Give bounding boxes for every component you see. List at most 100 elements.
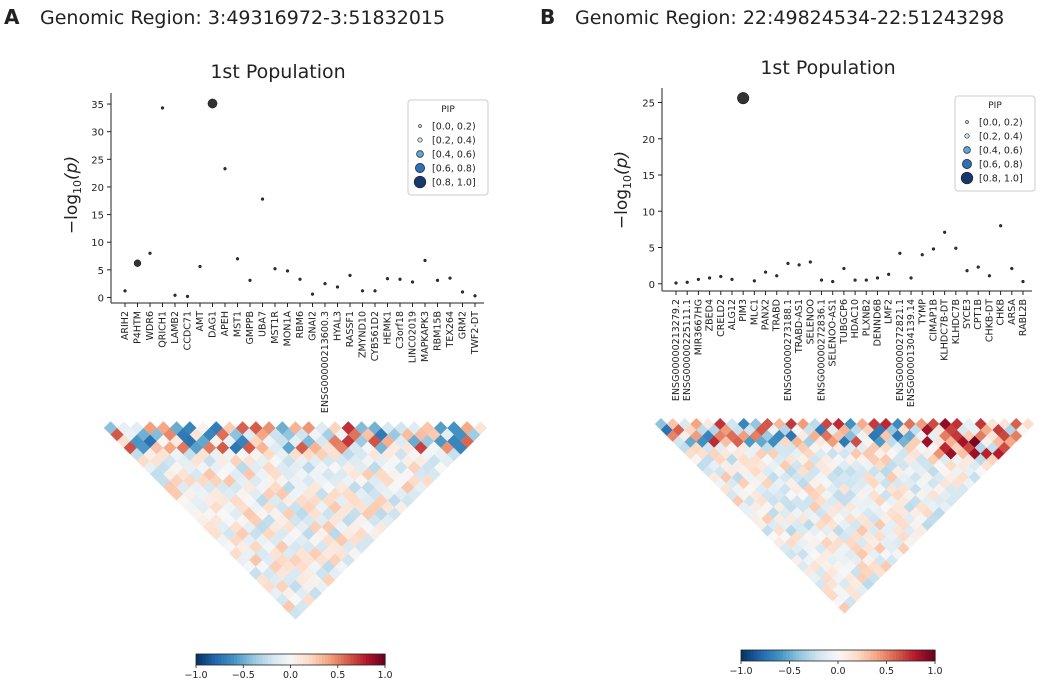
panel-b-y-tick-label: 15 [642,171,655,182]
colorbar-segment [744,650,749,661]
colorbar-segment [841,650,846,661]
colorbar-segment [221,654,225,665]
data-point [674,281,678,285]
colorbar-segment [350,654,355,665]
legend-entry: [0.2, 0.4) [432,136,476,147]
colorbar-segment [909,650,913,661]
colorbar-segment [306,654,310,665]
data-point [260,197,265,201]
data-point [730,277,734,282]
x-tick-label: APEH [220,311,231,336]
x-tick-label: P4HTM [133,311,144,344]
data-point [310,292,315,296]
x-tick-label: RBM6 [295,311,306,338]
colorbar-segment [359,654,364,665]
data-point [719,274,723,279]
colorbar-segment [265,654,270,665]
panel-b: B Genomic Region: 22:49824534-22:5124329… [540,5,1036,677]
colorbar-segment [362,654,367,665]
colorbar-segment [825,650,829,661]
data-point [797,263,801,267]
data-point [423,258,427,263]
data-point [898,251,902,255]
data-point [875,276,880,280]
panel-a-letter: A [4,5,20,29]
colorbar-segment [766,650,771,661]
x-tick-label: TYMP [917,299,928,326]
panel-b-plot-title: 1st Population [760,57,895,79]
data-point [173,293,177,297]
colorbar-segment [892,650,897,661]
colorbar-segment [760,650,765,661]
x-tick-label: QRICH1 [158,311,169,348]
colorbar-segment [208,654,213,665]
colorbar-segment [218,654,222,665]
x-tick-label: ENSG00000272836.1 [817,299,828,401]
x-tick-label: DAG1 [208,311,219,338]
colorbar-segment [372,654,377,665]
data-point [323,282,327,286]
x-tick-label: ARIH2 [120,311,131,340]
x-tick-label: HEMK1 [383,311,394,345]
colorbar-tick-label: −1.0 [729,666,752,677]
legend-marker [964,133,970,139]
data-point [123,289,127,293]
colorbar-segment [202,654,207,665]
colorbar-segment [750,650,755,661]
panel-a-y-tick-label: 35 [91,100,104,111]
legend-entry: [0.4, 0.6) [979,146,1023,157]
data-point [185,294,190,299]
colorbar-segment [328,654,333,665]
panel-a-plot-title: 1st Population [210,61,345,83]
data-point [148,251,152,255]
legend-marker [965,120,969,124]
colorbar-tick-label: 0.5 [879,666,894,677]
panel-b-y-tick-label: 5 [649,244,655,255]
panel-b-legend: PIP [0.0, 0.2) [0.2, 0.4) [0.4, 0.6) [0.6, … [954,95,1036,192]
data-point [435,278,440,282]
data-point [831,279,835,284]
colorbar-tick-label: 0.0 [283,670,298,680]
colorbar-segment [287,654,292,665]
x-tick-label: ENSG00000213600.3 [320,311,331,413]
x-tick-label: CYB561D2 [370,311,381,361]
colorbar-segment [880,650,884,661]
colorbar-segment [381,654,386,665]
legend-entry: [0.8, 1.0] [979,174,1023,185]
x-tick-label: KLHDC7B-DT [940,299,951,361]
colorbar-segment [834,650,839,661]
data-point [360,289,365,293]
legend-marker [963,146,971,154]
colorbar-segment [931,650,936,661]
colorbar-segment [214,654,219,665]
x-tick-label: TEX264 [445,311,456,348]
ld-cell [1021,417,1035,431]
colorbar-segment [259,654,263,665]
x-tick-label: ENSG00001304139.14 [906,299,917,407]
colorbar-segment [773,650,778,661]
colorbar-segment [886,650,891,661]
data-point [223,167,227,171]
colorbar-segment [271,654,276,665]
panel-b-ylabel-arg: (p) [612,151,632,175]
data-point [707,276,712,280]
colorbar-segment [808,650,813,661]
x-tick-label: ENSG00000273188.1 [783,299,794,401]
data-point [685,280,689,284]
colorbar-segment [281,654,285,665]
colorbar-segment [915,650,920,661]
x-tick-label: ZMYND10 [358,311,369,358]
colorbar-segment [928,650,933,661]
colorbar-segment [873,650,878,661]
data-point [819,278,824,282]
data-point [448,276,452,280]
colorbar-segment [277,654,282,665]
data-point [864,278,868,282]
colorbar-segment [303,654,307,665]
colorbar-tick-label: −0.5 [778,666,801,677]
data-point [942,230,947,234]
colorbar-segment [378,654,383,665]
data-point [385,277,390,281]
colorbar-segment [860,650,865,661]
